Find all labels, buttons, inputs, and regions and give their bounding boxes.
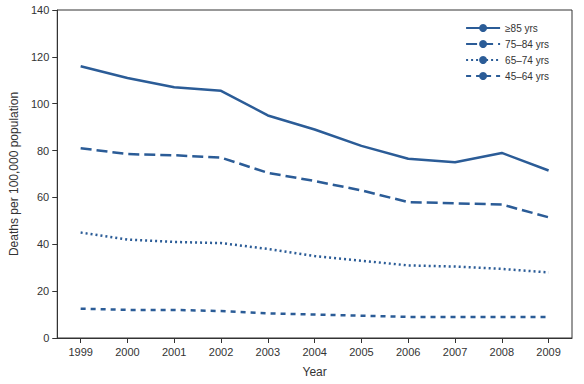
svg-text:2008: 2008 [490,346,514,358]
svg-text:100: 100 [31,98,49,110]
svg-text:75–84 yrs: 75–84 yrs [505,39,549,50]
svg-text:2004: 2004 [302,346,326,358]
svg-text:Year: Year [303,365,327,379]
svg-text:45–64 yrs: 45–64 yrs [505,71,549,82]
svg-text:2003: 2003 [256,346,280,358]
svg-text:2000: 2000 [115,346,139,358]
svg-text:2002: 2002 [209,346,233,358]
svg-text:1999: 1999 [68,346,92,358]
svg-text:2006: 2006 [396,346,420,358]
svg-text:20: 20 [37,285,49,297]
svg-text:2001: 2001 [162,346,186,358]
svg-text:2007: 2007 [443,346,467,358]
svg-text:40: 40 [37,238,49,250]
svg-text:0: 0 [43,332,49,344]
svg-text:80: 80 [37,145,49,157]
svg-text:140: 140 [31,4,49,16]
svg-text:120: 120 [31,51,49,63]
svg-text:≥85 yrs: ≥85 yrs [505,23,538,34]
svg-text:65–74 yrs: 65–74 yrs [505,55,549,66]
svg-text:Deaths per 100,000 population: Deaths per 100,000 population [7,92,21,256]
svg-text:2009: 2009 [536,346,560,358]
svg-text:2005: 2005 [349,346,373,358]
svg-text:60: 60 [37,191,49,203]
